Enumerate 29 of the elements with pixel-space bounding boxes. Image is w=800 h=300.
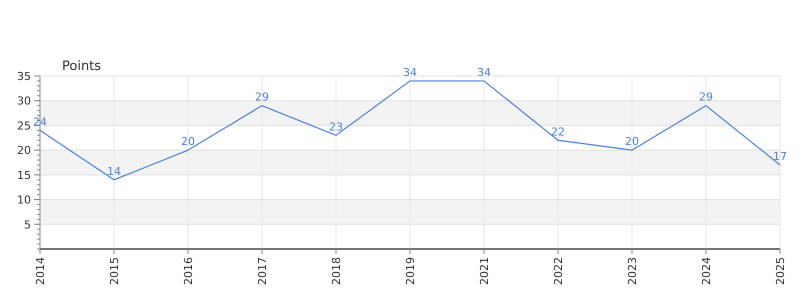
x-tick-label: 2014 — [34, 257, 47, 285]
x-tick-label: 2016 — [182, 257, 195, 285]
x-tick-label: 2023 — [626, 257, 639, 285]
y-tick-label: 15 — [17, 168, 31, 182]
x-tick-label: 2015 — [108, 257, 121, 285]
data-label: 29 — [699, 90, 713, 104]
y-tick-label: 30 — [17, 94, 31, 108]
y-tick-label: 10 — [17, 194, 31, 207]
x-tick-label: 2022 — [552, 257, 565, 285]
y-axis-title: Points — [62, 59, 102, 74]
y-tick-label: 25 — [17, 119, 31, 132]
x-tick-label: 2017 — [256, 257, 269, 285]
x-tick-label: 2025 — [774, 257, 787, 285]
data-label: 29 — [255, 90, 269, 104]
y-tick-label: 20 — [17, 144, 31, 158]
x-tick-label: 2018 — [330, 257, 343, 285]
data-label: 23 — [329, 120, 343, 134]
y-tick-label: 35 — [17, 70, 31, 83]
data-label: 34 — [477, 66, 491, 79]
data-label: 17 — [773, 150, 787, 163]
data-label: 20 — [625, 135, 639, 148]
data-label: 22 — [551, 125, 565, 138]
y-tick-label: 5 — [24, 218, 31, 232]
x-tick-label: 2024 — [700, 257, 713, 285]
x-tick-label: 2019 — [404, 257, 417, 285]
x-tick-label: 2021 — [478, 257, 491, 285]
data-label: 14 — [107, 164, 121, 178]
data-label: 20 — [181, 135, 195, 148]
data-label: 34 — [403, 66, 417, 79]
